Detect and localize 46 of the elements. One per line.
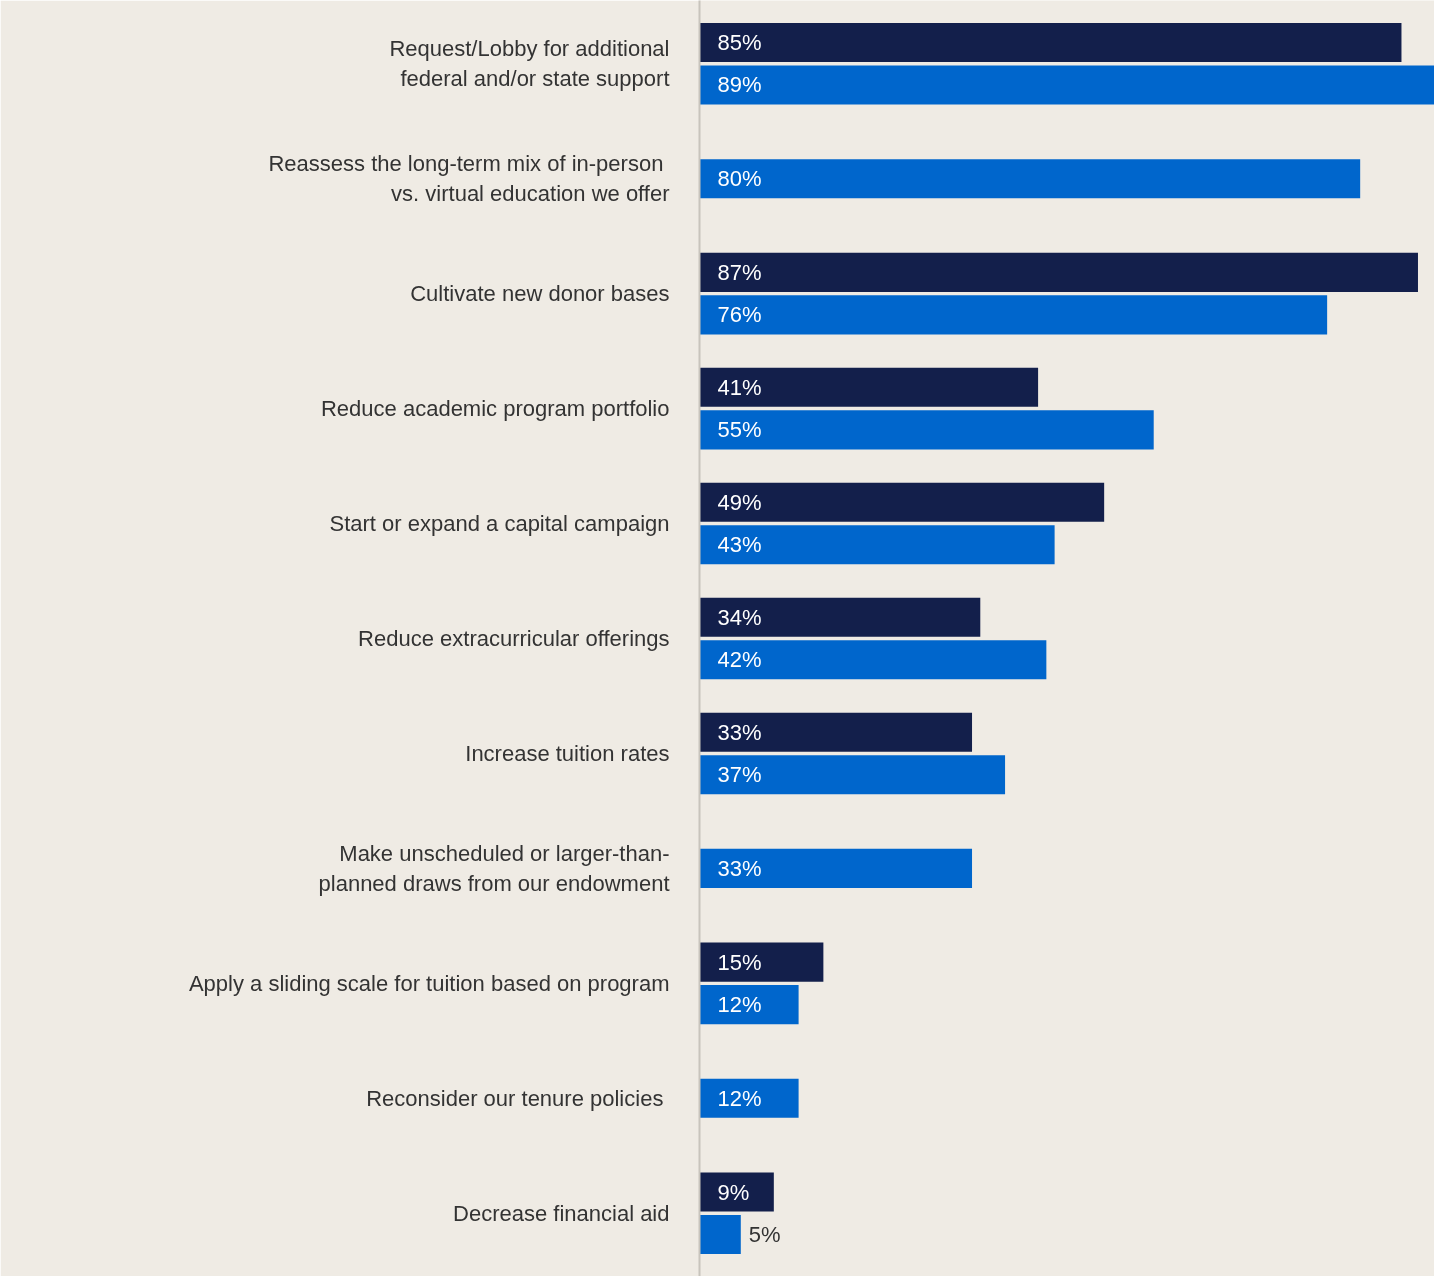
data-label: 89% — [717, 72, 762, 98]
bar — [699, 755, 1006, 795]
bar — [699, 410, 1154, 450]
bar — [699, 597, 981, 637]
bar — [699, 942, 824, 982]
bar — [699, 252, 1418, 292]
y-tick-label: Cultivate new donor bases — [410, 281, 670, 307]
y-tick-label: Apply a sliding scale for tuition based on program — [188, 970, 670, 996]
data-label: 80% — [717, 166, 762, 192]
data-label: 33% — [717, 855, 762, 881]
bar — [699, 525, 1055, 565]
data-label: 37% — [717, 762, 762, 788]
data-label: 15% — [717, 949, 762, 975]
data-label: 76% — [717, 302, 762, 328]
y-tick-label: Reconsider our tenure policies — [366, 1085, 664, 1111]
data-label: 55% — [717, 417, 762, 443]
data-label: 42% — [717, 647, 762, 673]
y-tick-label: Increase tuition rates — [465, 740, 670, 766]
data-label: 85% — [717, 29, 762, 55]
data-label: 49% — [717, 489, 762, 515]
bar — [699, 1215, 741, 1255]
bar — [699, 712, 973, 752]
y-tick-label: Decrease financial aid — [453, 1200, 670, 1226]
data-label: 87% — [717, 259, 762, 285]
y-tick-label: Reduce extracurricular offerings — [358, 626, 670, 651]
y-tick-label: Reassess the long-term mix of in-person vs. virtual education we offer — [268, 151, 670, 207]
data-label: 12% — [717, 1085, 762, 1111]
bar — [699, 640, 1047, 680]
y-tick-label: Reduce academic program portfolio — [320, 396, 670, 422]
bar — [699, 367, 1039, 407]
bar — [699, 22, 1402, 62]
data-label: 5% — [748, 1222, 781, 1248]
data-label: 34% — [717, 604, 762, 630]
bar — [699, 295, 1328, 335]
bar — [699, 482, 1105, 522]
data-label: 41% — [717, 374, 762, 400]
data-label: 9% — [717, 1179, 750, 1205]
bar — [699, 1172, 774, 1212]
bar — [699, 65, 1434, 105]
data-label: 12% — [717, 992, 762, 1018]
bar — [699, 985, 799, 1025]
data-label: 33% — [717, 719, 762, 745]
data-label: 43% — [717, 532, 762, 558]
y-tick-label: Make unscheduled or larger-than- planned draws from our endowment — [318, 840, 670, 896]
y-tick-label: Start or expand a capital campaign — [329, 511, 670, 537]
y-tick-label: Request/Lobby for additional federal and/or state support — [389, 36, 670, 92]
